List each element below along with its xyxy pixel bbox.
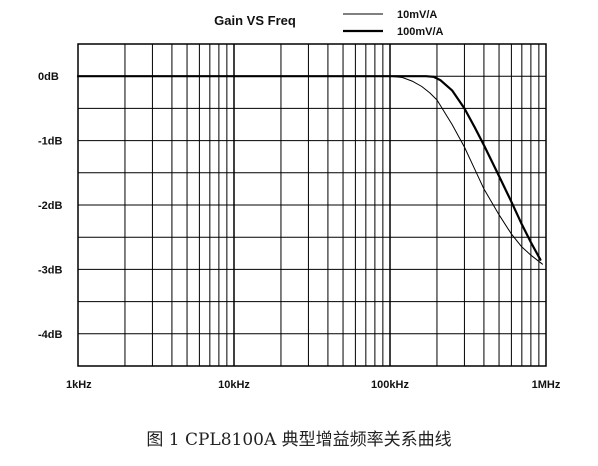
- legend-label: 10mV/A: [397, 9, 437, 21]
- x-axis-ticks: 1kHz 10kHz 100kHz 1MHz: [66, 379, 561, 391]
- x-tick-label: 1MHz: [532, 379, 561, 391]
- series-line-100mv-a: [76, 75, 542, 261]
- y-tick-label: -3dB: [38, 264, 63, 276]
- figure-caption: 图 1 CPL8100A 典型增益频率关系曲线: [146, 430, 452, 450]
- chart-title: Gain VS Freq: [214, 13, 296, 28]
- y-tick-label: -1dB: [38, 136, 63, 148]
- legend: 10mV/A 100mV/A: [343, 9, 444, 38]
- x-tick-label: 10kHz: [218, 379, 250, 391]
- y-axis-ticks: 0dB -1dB -2dB -3dB -4dB: [38, 71, 63, 341]
- x-tick-label: 100kHz: [371, 379, 409, 391]
- legend-label: 100mV/A: [397, 26, 444, 38]
- x-tick-label: 1kHz: [66, 379, 92, 391]
- y-tick-label: -4dB: [38, 329, 63, 341]
- grid: [77, 43, 547, 367]
- series-line-10mv-a: [77, 75, 543, 265]
- gain-vs-freq-chart: Gain VS Freq 10mV/A 100mV/A 0dB -1dB -2dB -3…: [38, 9, 561, 391]
- y-tick-label: -2dB: [38, 200, 63, 212]
- y-tick-label: 0dB: [38, 71, 59, 83]
- series-group: [76, 75, 543, 265]
